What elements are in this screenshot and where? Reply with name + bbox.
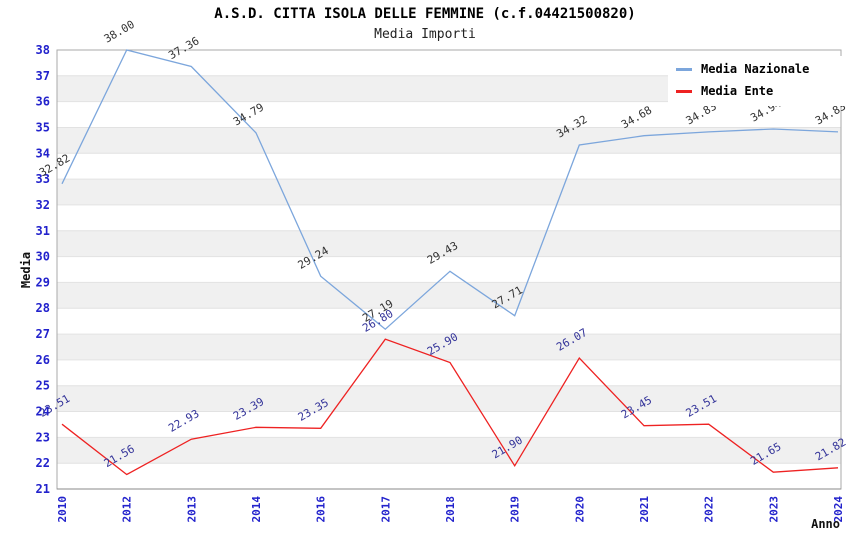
grid-stripe bbox=[57, 334, 841, 360]
grid-stripe bbox=[57, 437, 841, 464]
y-tick-label: 36 bbox=[36, 95, 50, 109]
y-tick-label: 29 bbox=[36, 275, 50, 289]
y-tick-label: 25 bbox=[36, 379, 50, 393]
legend-label-nazionale: Media Nazionale bbox=[701, 62, 810, 76]
x-tick-label: 2024 bbox=[832, 496, 845, 523]
series-line-1 bbox=[61, 338, 839, 476]
y-tick-label: 28 bbox=[36, 301, 50, 315]
y-tick-label: 38 bbox=[36, 43, 50, 57]
x-tick-label: 2022 bbox=[703, 496, 716, 523]
y-axis-title: Media bbox=[19, 252, 33, 288]
grid-stripe bbox=[57, 230, 841, 257]
value-label: 38.00 bbox=[102, 18, 137, 46]
value-label: 37.36 bbox=[166, 34, 201, 62]
y-tick-label: 35 bbox=[36, 121, 50, 135]
x-tick-label: 2012 bbox=[121, 496, 134, 523]
x-tick-label: 2018 bbox=[444, 496, 457, 523]
x-tick-label: 2020 bbox=[573, 496, 586, 523]
y-tick-label: 23 bbox=[36, 430, 50, 444]
x-tick-label: 2021 bbox=[638, 496, 651, 523]
grid-stripe bbox=[57, 282, 841, 309]
y-tick-label: 22 bbox=[36, 456, 50, 470]
value-label: 34.79 bbox=[231, 101, 266, 129]
value-label: 23.51 bbox=[37, 392, 72, 420]
chart-subtitle: Media Importi bbox=[374, 27, 476, 42]
legend-item-media-nazionale: Media Nazionale bbox=[676, 62, 850, 76]
x-tick-label: 2014 bbox=[250, 496, 263, 523]
chart-title: A.S.D. CITTA ISOLA DELLE FEMMINE (c.f.04… bbox=[214, 6, 636, 22]
x-axis-title: Anno bbox=[811, 517, 840, 531]
legend-swatch-ente-icon bbox=[676, 89, 692, 93]
x-tick-label: 2016 bbox=[315, 496, 328, 523]
x-tick-label: 2010 bbox=[56, 496, 69, 523]
legend-swatch-nazionale-icon bbox=[676, 67, 692, 71]
grid-stripe bbox=[57, 385, 841, 412]
x-tick-label: 2013 bbox=[185, 496, 198, 523]
legend-item-media-ente: Media Ente bbox=[676, 84, 850, 98]
y-tick-label: 31 bbox=[36, 224, 50, 238]
y-tick-label: 37 bbox=[36, 69, 50, 83]
x-tick-label: 2023 bbox=[767, 496, 780, 523]
legend-label-ente: Media Ente bbox=[701, 84, 774, 98]
legend: Media Nazionale Media Ente bbox=[668, 56, 850, 106]
y-tick-label: 30 bbox=[36, 250, 50, 264]
y-tick-label: 32 bbox=[36, 198, 50, 212]
series-line-0 bbox=[61, 49, 839, 331]
x-tick-label: 2019 bbox=[509, 496, 522, 523]
y-tick-label: 26 bbox=[36, 353, 50, 367]
y-tick-label: 24 bbox=[36, 405, 50, 419]
y-tick-label: 21 bbox=[36, 482, 50, 496]
grid-stripe bbox=[57, 179, 841, 205]
y-tick-label: 27 bbox=[36, 327, 50, 341]
y-tick-label: 33 bbox=[36, 172, 50, 186]
y-tick-label: 34 bbox=[36, 146, 50, 160]
x-tick-label: 2017 bbox=[379, 496, 392, 523]
